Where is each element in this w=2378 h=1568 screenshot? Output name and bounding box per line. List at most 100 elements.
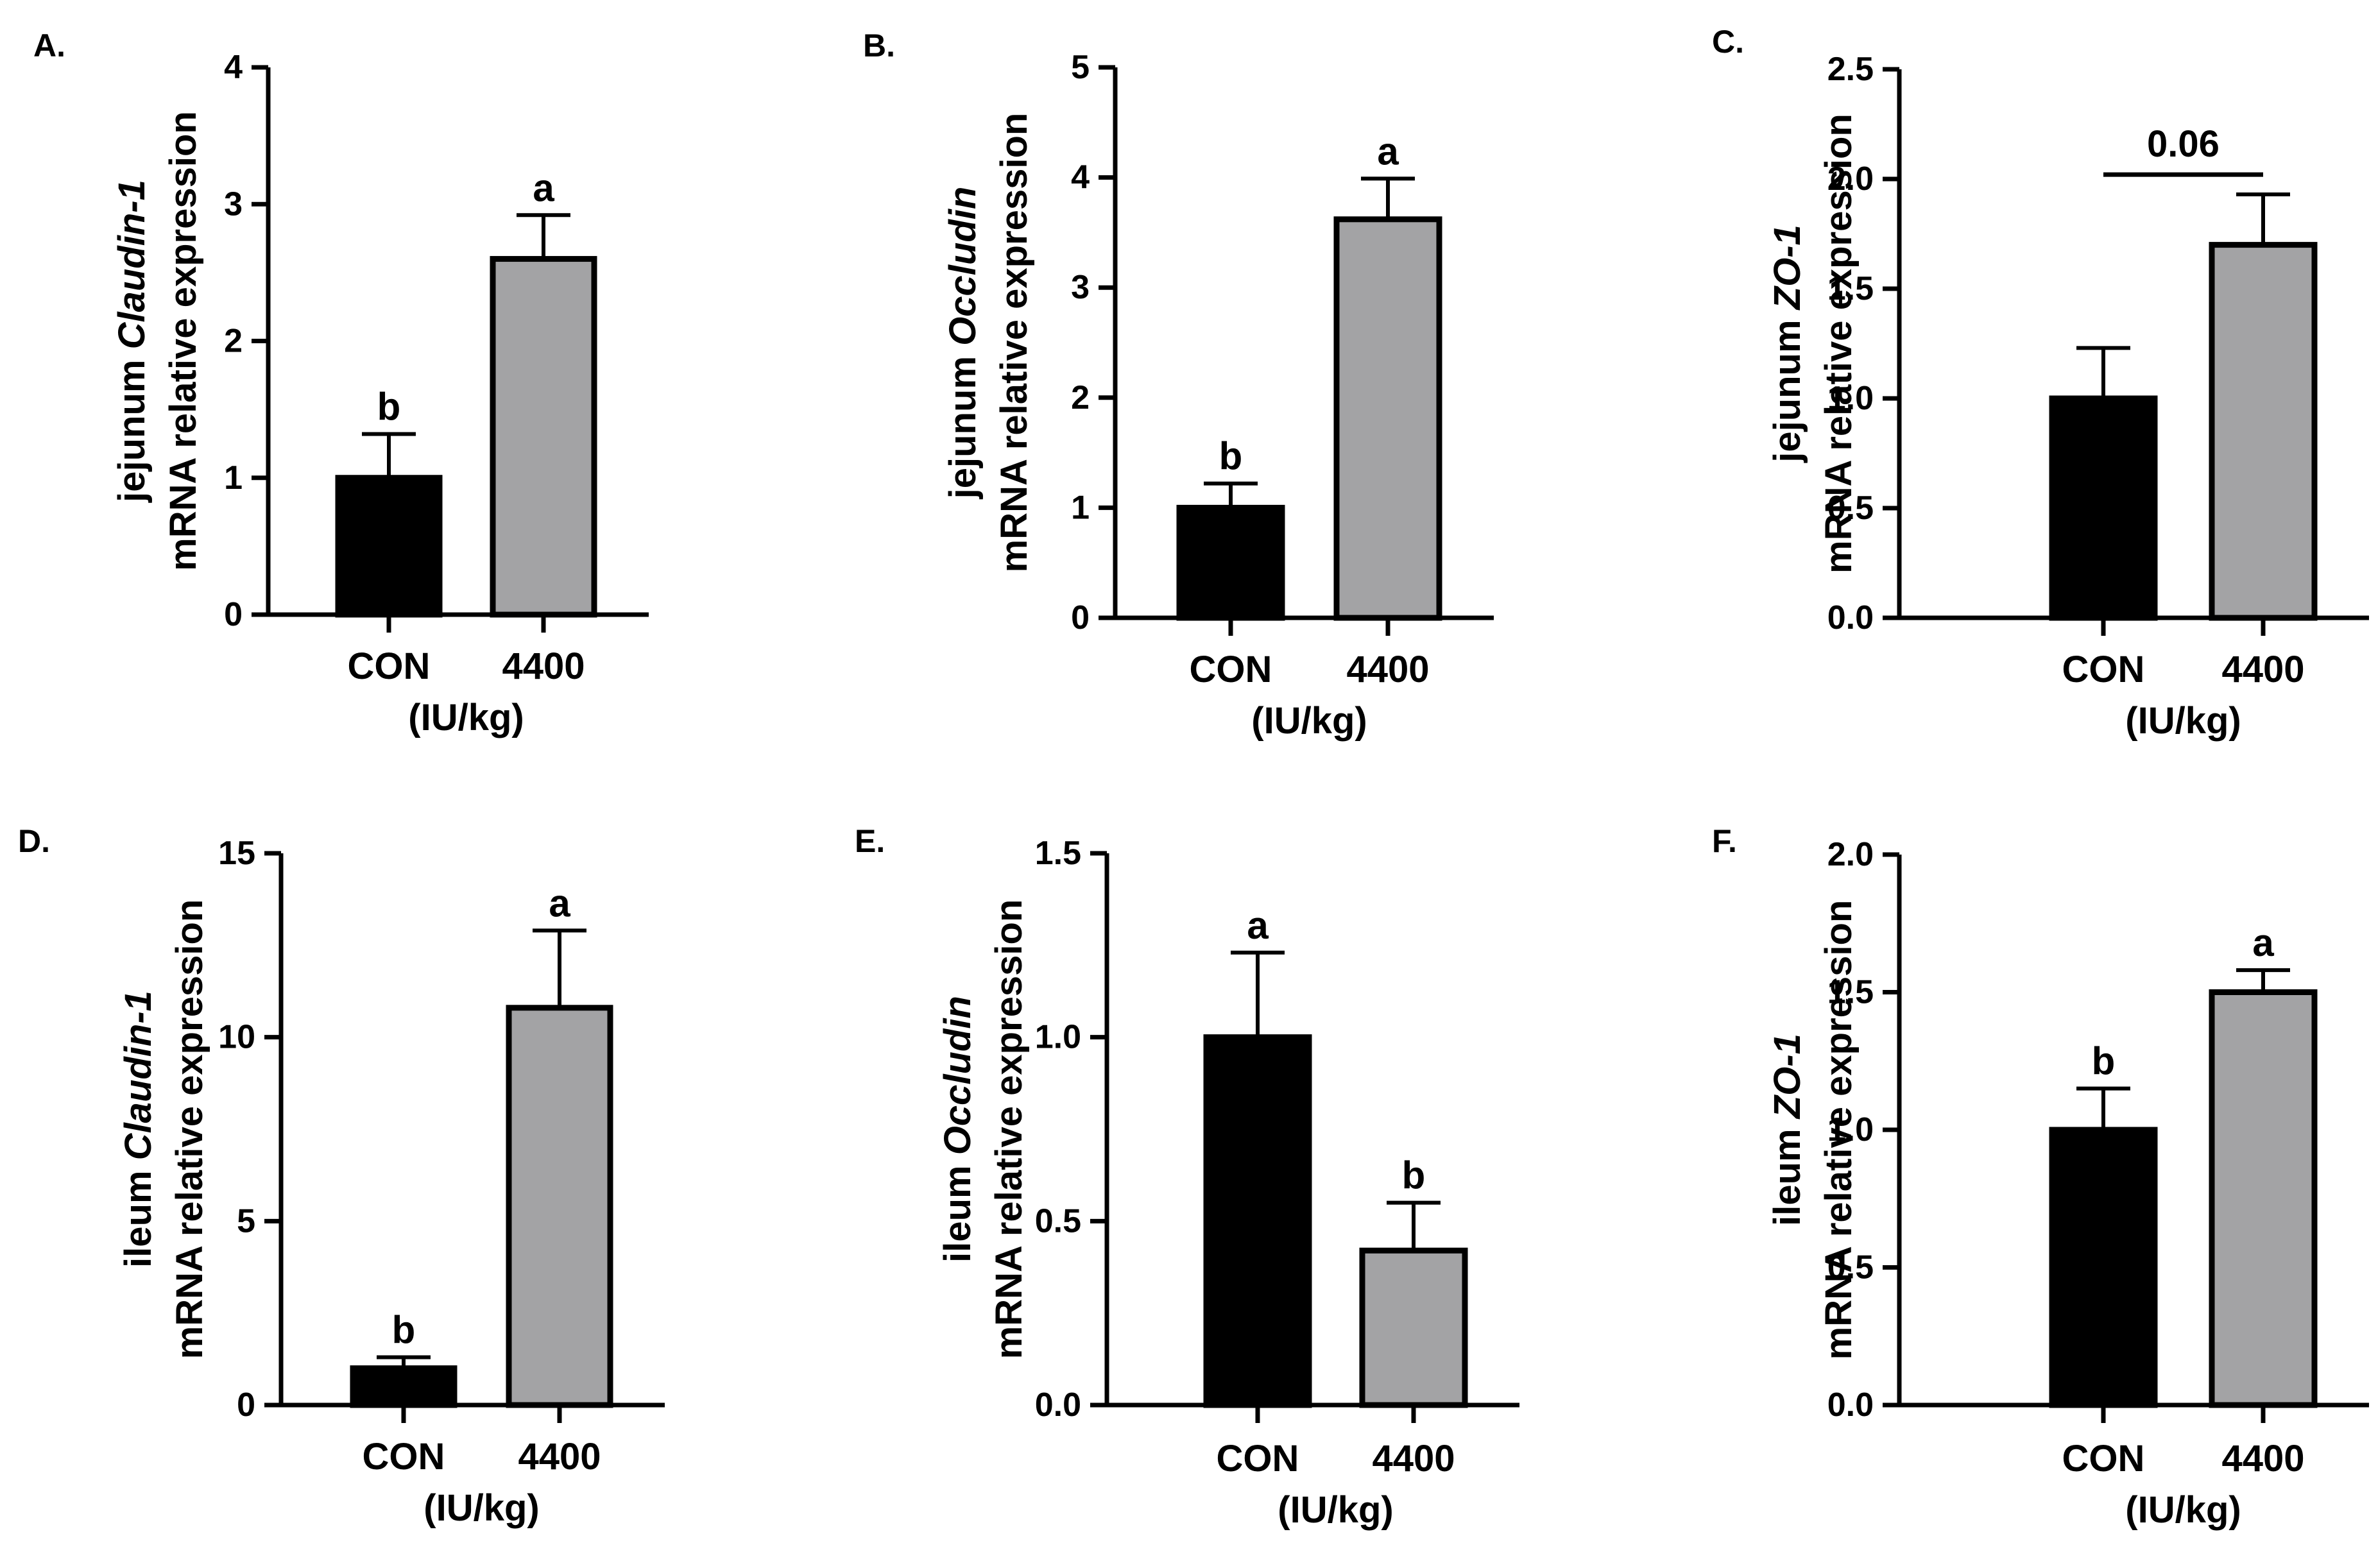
bar-4400	[490, 256, 597, 618]
bar-con	[1203, 1034, 1312, 1408]
y-tick-label: 0.5	[1827, 490, 1874, 527]
y-axis-title-tissue: ileum	[937, 1155, 979, 1263]
y-axis-title-line1: ileum ZO-1	[1766, 1034, 1808, 1226]
x-tick-label: 4400	[518, 1436, 601, 1478]
y-tick-label: 0	[237, 1386, 255, 1424]
x-tick-label: 4400	[1372, 1438, 1455, 1479]
panel-label: D.	[18, 823, 50, 859]
bar-con	[335, 475, 443, 618]
x-tick-label: CON	[2062, 1438, 2145, 1479]
chart-panel-e: E. 0.0 0.5 1.0 1.5 CON a 4400 b (IU/kg) ileum Occl…	[855, 823, 1519, 1531]
y-tick-label: 2	[1071, 379, 1090, 416]
x-tick-label: 4400	[1346, 649, 1429, 690]
y-tick-label: 1.5	[1827, 270, 1874, 307]
y-tick-label: 0.5	[1827, 1249, 1874, 1286]
y-tick-label: 5	[237, 1202, 255, 1240]
panel-label: F.	[1712, 823, 1737, 859]
y-axis-title-gene: Claudin-1	[117, 991, 159, 1160]
y-tick-label: 0	[1071, 599, 1090, 636]
y-axis-title-tissue: jejunum	[1766, 309, 1808, 463]
x-axis-title: (IU/kg)	[1278, 1489, 1393, 1531]
significance-letter: b	[377, 386, 401, 429]
x-tick-label: CON	[1190, 649, 1272, 690]
y-axis-title-gene: ZO-1	[1766, 1034, 1808, 1120]
x-tick-label: CON	[1217, 1438, 1299, 1479]
y-axis-title-tissue: ileum	[1766, 1118, 1808, 1226]
y-tick-label: 1	[224, 459, 243, 497]
panel-label: C.	[1712, 24, 1744, 60]
y-axis-title-line2: mRNA relative expression	[1818, 900, 1860, 1360]
y-axis-title-gene: Claudin-1	[111, 180, 153, 349]
y-axis-title-line1: jejunum ZO-1	[1766, 225, 1808, 463]
significance-letter: a	[2252, 921, 2274, 964]
y-tick-label: 1.0	[1827, 1111, 1874, 1148]
x-axis-title: (IU/kg)	[2125, 1489, 2241, 1531]
y-axis-title-line1: jejunum Occludin	[942, 187, 984, 500]
y-axis-title-line2: mRNA relative expression	[988, 899, 1030, 1359]
x-axis-title: (IU/kg)	[423, 1487, 539, 1529]
significance-letter: a	[549, 882, 570, 925]
y-axis-title-line2: mRNA relative expression	[1818, 114, 1860, 574]
significance-letter: b	[392, 1308, 416, 1351]
y-axis-title-line2: mRNA relative expression	[162, 111, 204, 571]
y-tick-label: 0.0	[1827, 1386, 1874, 1424]
y-tick-label: 1.5	[1035, 835, 1081, 872]
y-axis-title-line1: ileum Occludin	[937, 996, 979, 1263]
bar-con	[1176, 504, 1285, 621]
y-tick-label: 0.0	[1035, 1386, 1081, 1424]
bar-4400	[1359, 1247, 1468, 1408]
y-tick-label: 1.0	[1827, 380, 1874, 417]
chart-panel-f: F. 0.0 0.5 1.0 1.5 2.0 CON b 4400 a (IU/kg) ileum Z…	[1712, 823, 2369, 1531]
y-tick-label: 1.0	[1035, 1019, 1081, 1056]
significance-letter: b	[1219, 435, 1243, 478]
y-tick-label: 15	[218, 835, 255, 872]
chart-panel-c: C. 0.0 0.5 1.0 1.5 2.0 2.5 CON 4400 0.06 (IU/kg) je…	[1712, 24, 2369, 742]
y-tick-label: 3	[1071, 269, 1090, 306]
x-axis-title: (IU/kg)	[1251, 700, 1367, 742]
x-axis-title: (IU/kg)	[2125, 700, 2241, 742]
y-tick-label: 0	[224, 596, 243, 633]
y-axis-title-gene: ZO-1	[1766, 225, 1808, 311]
chart-panel-a: A. 0 1 2 3 4 CON b 4400 a (IU/kg) jejunum Claudin-1…	[33, 28, 649, 738]
x-axis-title: (IU/kg)	[408, 697, 524, 738]
y-axis-title-line2: mRNA relative expression	[993, 113, 1035, 573]
y-tick-label: 4	[224, 49, 243, 86]
significance-letter: b	[1402, 1154, 1426, 1197]
bar-4400	[1333, 216, 1442, 621]
y-tick-label: 5	[1071, 49, 1090, 86]
y-tick-label: 0.5	[1035, 1202, 1081, 1240]
bar-4400	[2209, 242, 2318, 621]
y-axis-title-tissue: ileum	[117, 1160, 159, 1268]
panel-label: E.	[855, 823, 885, 859]
x-tick-label: CON	[348, 645, 431, 687]
y-axis-title-line1: ileum Claudin-1	[117, 991, 159, 1268]
y-tick-label: 1	[1071, 489, 1090, 526]
y-tick-label: 3	[224, 185, 243, 223]
panel-label: A.	[33, 28, 65, 64]
panel-label: B.	[863, 28, 895, 64]
y-tick-label: 1.5	[1827, 974, 1874, 1011]
chart-panel-b: B. 0 1 2 3 4 5 CON b 4400 a (IU/kg) jejunum Occludin…	[863, 28, 1494, 742]
y-axis-title-line2: mRNA relative expression	[169, 899, 210, 1359]
chart-panel-d: D. 0 5 10 15 CON b 4400 a (IU/kg) ileum Claudin-1 m…	[18, 823, 665, 1529]
significance-letter: a	[1377, 130, 1399, 173]
y-axis-title-line1: jejunum Claudin-1	[111, 180, 153, 503]
significance-letter: b	[2092, 1040, 2116, 1083]
significance-letter: a	[1247, 904, 1269, 947]
y-axis-title-gene: Occludin	[942, 187, 984, 346]
bar-con	[2049, 395, 2158, 621]
p-value-label: 0.06	[2147, 123, 2220, 165]
x-tick-label: CON	[363, 1436, 445, 1478]
bar-con	[2049, 1127, 2158, 1408]
bar-con	[350, 1365, 458, 1408]
bar-4400	[2209, 989, 2318, 1408]
y-tick-label: 2.0	[1827, 836, 1874, 873]
x-tick-label: 4400	[2221, 1438, 2304, 1479]
x-tick-label: 4400	[2221, 649, 2304, 690]
y-tick-label: 2	[224, 323, 243, 360]
y-axis-title-gene: Occludin	[937, 996, 979, 1155]
y-tick-label: 2.5	[1827, 51, 1874, 88]
x-tick-label: 4400	[502, 645, 585, 687]
y-tick-label: 4	[1071, 159, 1090, 196]
